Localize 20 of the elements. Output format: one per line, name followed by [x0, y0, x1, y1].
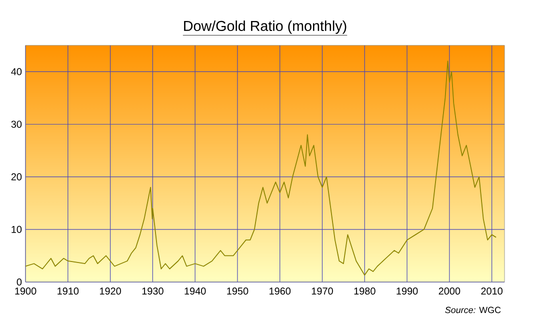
y-tick-label: 0	[16, 278, 22, 286]
text: Source: WGC	[445, 306, 501, 313]
y-tick-label: 20	[11, 173, 22, 180]
x-tick-label: 1980	[354, 287, 376, 294]
x-tick-label: 1910	[58, 287, 79, 294]
x-tick-label: 1990	[396, 287, 418, 294]
x-tick-label: 1970	[312, 287, 333, 294]
line-series	[26, 60, 497, 276]
y-tick-label: 30	[11, 120, 22, 128]
x-tick-label: 1900	[15, 287, 36, 294]
y-tick-label: 40	[11, 68, 22, 75]
x-tick-label: 1930	[142, 287, 164, 294]
x-tick-label: 1940	[184, 287, 206, 294]
x-tick-label: 1920	[100, 287, 121, 294]
x-tick-label: 2010	[481, 287, 503, 294]
y-tick-label: 10	[12, 226, 22, 233]
chart-title: Dow/Gold Ratio (monthly)	[184, 20, 346, 34]
x-tick-label: 2000	[438, 287, 460, 294]
x-tick-label: 1960	[270, 287, 291, 294]
x-tick-label: 1950	[227, 287, 248, 294]
